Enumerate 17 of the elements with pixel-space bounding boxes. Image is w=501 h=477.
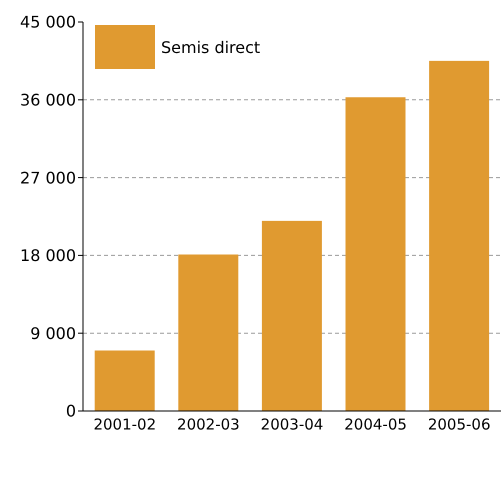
y-tick-label: 9 000 <box>30 324 76 343</box>
bar <box>178 254 238 411</box>
bar <box>94 350 155 411</box>
y-tick-label: 18 000 <box>20 246 76 266</box>
y-tick-label: 36 000 <box>20 90 76 110</box>
x-tick-label: 2002-03 <box>177 416 240 434</box>
y-tick-label: 45 000 <box>20 12 76 32</box>
x-tick-label: 2005-06 <box>428 416 491 434</box>
bar <box>262 220 322 411</box>
x-tick-label: 2004-05 <box>344 416 407 434</box>
y-tick-label: 0 <box>66 402 76 421</box>
y-tick-label: 27 000 <box>20 168 76 188</box>
x-tick-label: 2003-04 <box>260 416 324 434</box>
x-tick-label: 2001-02 <box>93 416 156 434</box>
bar <box>346 97 406 411</box>
text: Semis direct <box>161 38 260 56</box>
bar <box>429 60 490 411</box>
